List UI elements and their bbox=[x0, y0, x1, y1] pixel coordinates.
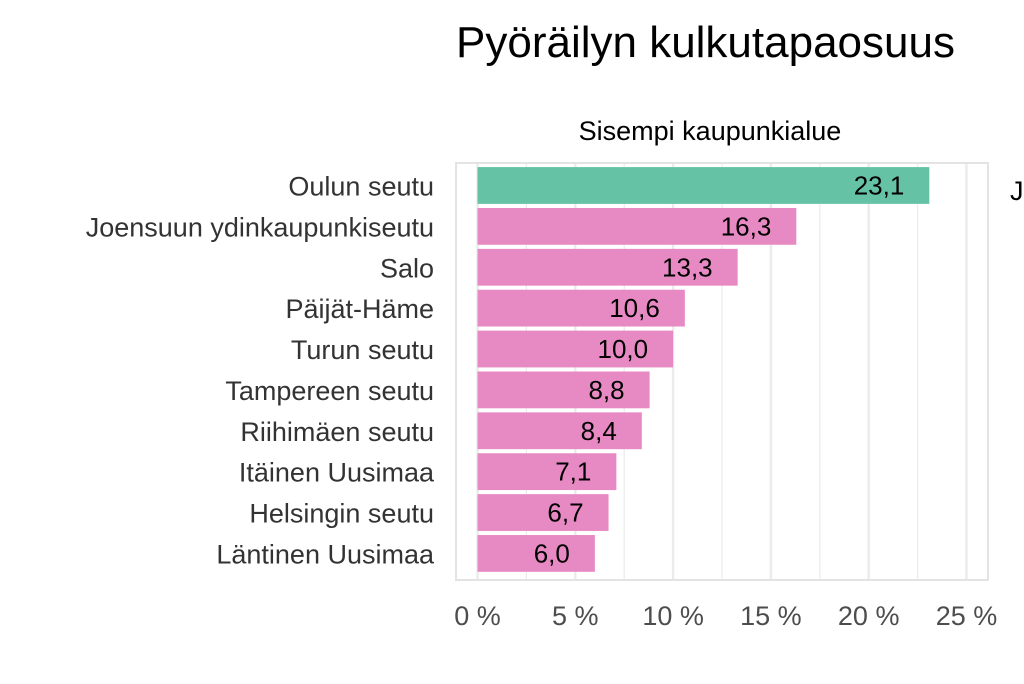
data-label: 8,8 bbox=[588, 375, 624, 405]
bar bbox=[477, 412, 642, 450]
category-label: Oulun seutu bbox=[288, 171, 434, 201]
category-label: Helsingin seutu bbox=[249, 499, 434, 529]
bar bbox=[477, 494, 609, 531]
x-tick-label: 0 % bbox=[454, 601, 501, 631]
data-label: 10,6 bbox=[609, 293, 660, 323]
x-tick-label: 10 % bbox=[642, 601, 704, 631]
category-label: Päijät-Häme bbox=[285, 294, 434, 324]
category-labels: Oulun seutu Joensuun ydinkaupunkiseutu Sal… bbox=[86, 171, 435, 569]
category-label: Läntinen Uusimaa bbox=[216, 539, 435, 569]
bar bbox=[477, 289, 685, 327]
data-labels: 23,1 16,3 13,310,6 10,0 8,8 8,4 7,1 6,7 6,0 bbox=[534, 170, 905, 568]
data-label: 6,0 bbox=[534, 538, 570, 568]
panel-border bbox=[455, 162, 989, 581]
category-label: Riihimäen seutu bbox=[240, 417, 434, 447]
bar bbox=[477, 535, 595, 572]
category-label: Turun seutu bbox=[291, 335, 434, 365]
bar bbox=[477, 167, 930, 204]
data-label: 7,1 bbox=[555, 457, 591, 487]
bar bbox=[477, 330, 674, 368]
bar bbox=[477, 207, 797, 245]
category-label: Tampereen seutu bbox=[225, 376, 434, 406]
data-label: 6,7 bbox=[547, 498, 583, 528]
panel-title: Sisempi kaupunkialue bbox=[579, 116, 842, 146]
x-tick-label: 15 % bbox=[740, 601, 802, 631]
data-label: 10,0 bbox=[597, 334, 648, 364]
next-panel-title-fragment: J bbox=[1010, 176, 1024, 206]
data-label: 13,3 bbox=[662, 252, 713, 282]
x-tick-label: 25 % bbox=[936, 601, 998, 631]
data-label: 8,4 bbox=[581, 416, 617, 446]
category-label: Itäinen Uusimaa bbox=[239, 458, 435, 488]
data-label: 16,3 bbox=[721, 211, 772, 241]
x-tick-label: 20 % bbox=[838, 601, 900, 631]
data-label: 23,1 bbox=[854, 170, 905, 200]
category-label: Salo bbox=[380, 253, 434, 283]
bar bbox=[477, 248, 738, 286]
bar bbox=[477, 371, 650, 409]
category-label: Joensuun ydinkaupunkiseutu bbox=[86, 212, 434, 242]
bar bbox=[477, 453, 617, 491]
bars bbox=[477, 167, 930, 572]
x-tick-label: 5 % bbox=[552, 601, 599, 631]
x-axis-tick-labels: 0 % 5 % 10 % 15 % 20 % 25 % bbox=[454, 601, 997, 631]
chart-title: Pyöräilyn kulkutapaosuus bbox=[456, 18, 955, 67]
